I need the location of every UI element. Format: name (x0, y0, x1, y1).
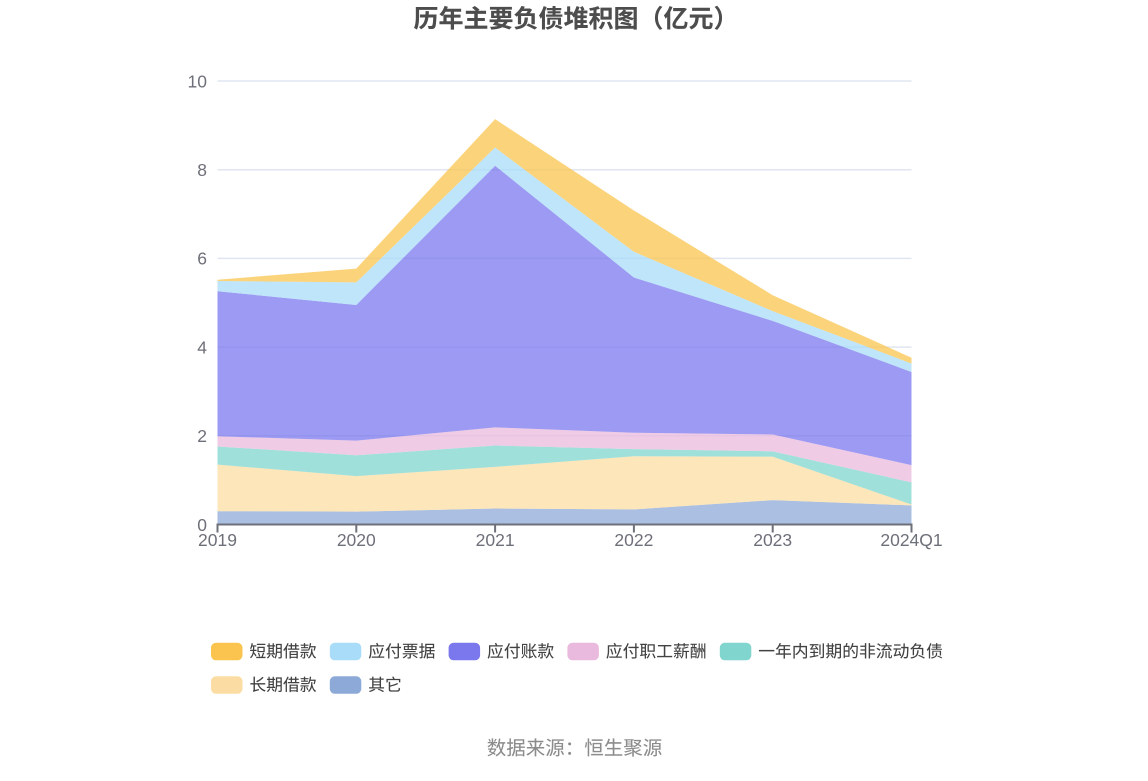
svg-text:2019: 2019 (198, 530, 237, 550)
svg-text:2023: 2023 (753, 530, 792, 550)
svg-text:6: 6 (197, 249, 207, 269)
svg-text:10: 10 (188, 71, 208, 91)
svg-text:8: 8 (197, 160, 207, 180)
svg-text:0: 0 (197, 515, 207, 535)
svg-text:2020: 2020 (337, 530, 376, 550)
svg-text:4: 4 (197, 337, 207, 357)
svg-text:2024Q1: 2024Q1 (880, 530, 942, 550)
svg-text:2021: 2021 (476, 530, 515, 550)
svg-text:2022: 2022 (614, 530, 653, 550)
svg-text:2: 2 (197, 426, 207, 446)
